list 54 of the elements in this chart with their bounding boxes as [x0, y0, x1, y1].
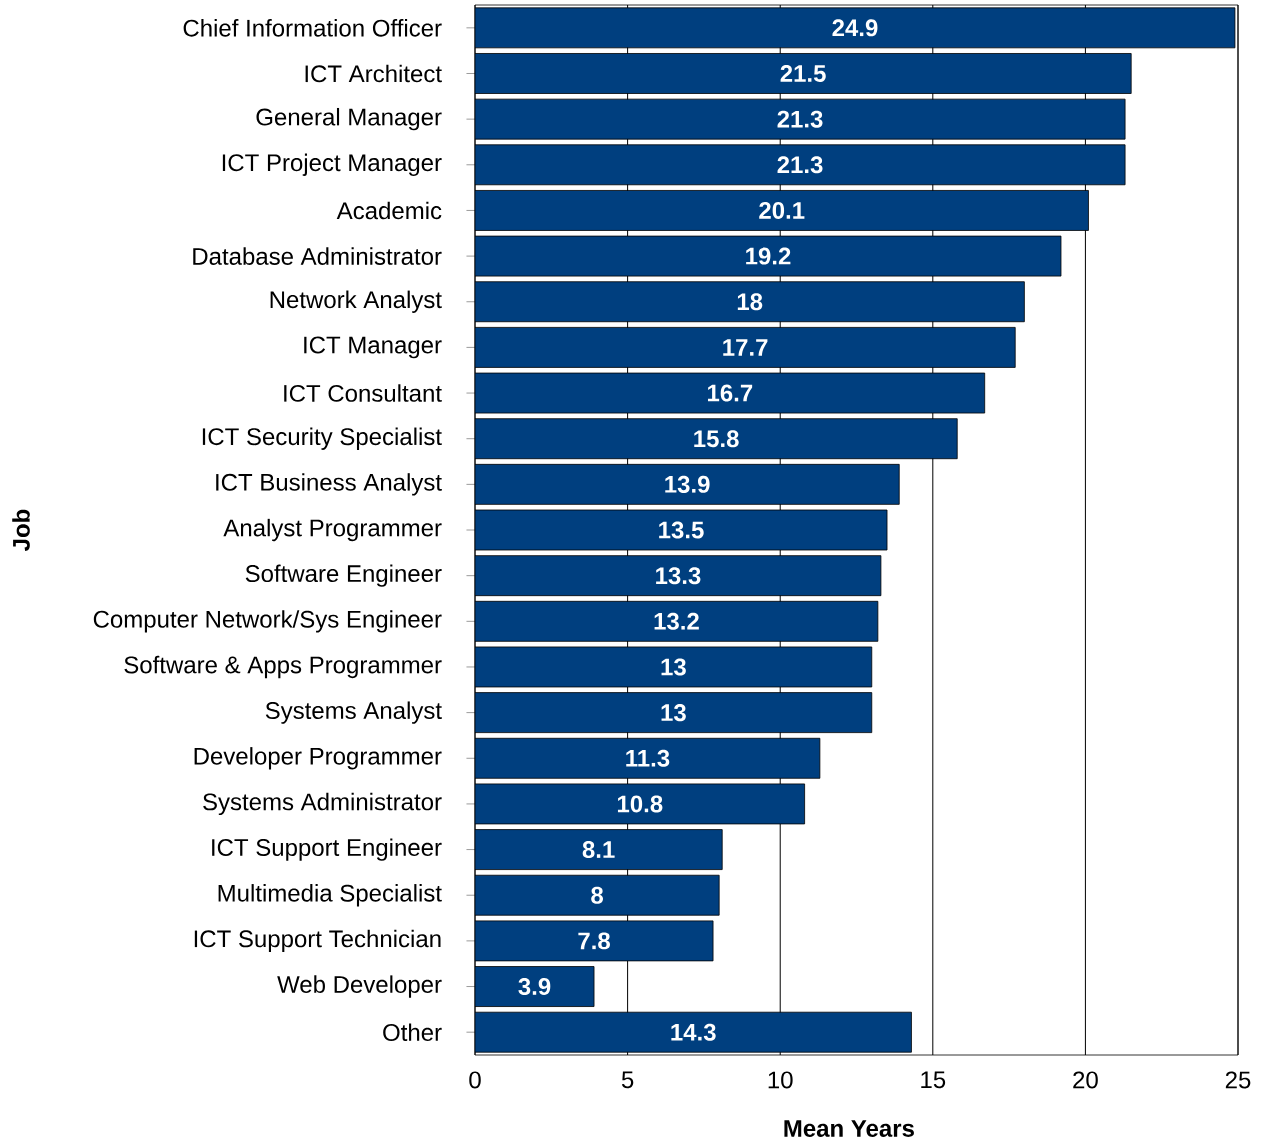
y-tick-label: Software Engineer: [245, 564, 442, 587]
data-label: 7.8: [578, 932, 610, 950]
data-label: 18: [737, 293, 763, 311]
data-label: 21.3: [777, 110, 823, 128]
y-axis-title: Job: [12, 509, 30, 551]
data-label: 13.9: [665, 475, 710, 493]
data-label: 21.3: [777, 156, 823, 174]
data-label: 13.2: [654, 612, 699, 630]
y-tick-label: Academic: [336, 201, 442, 220]
y-tick-label: ICT Manager: [304, 336, 442, 359]
data-label: 21.5: [780, 65, 826, 82]
data-label: 3.9: [518, 978, 551, 996]
data-label: 13.5: [659, 521, 704, 539]
y-tick-label: Chief Information Officer: [183, 19, 442, 37]
data-label: 8: [591, 886, 604, 904]
data-label: 20.1: [759, 201, 805, 219]
x-tick-label: 15: [921, 1071, 946, 1089]
y-tick-label: ICT Business Analyst: [216, 473, 442, 496]
y-tick-label: Database Administrator: [193, 247, 442, 265]
y-tick-label: Software & Apps Programmer: [124, 655, 442, 679]
y-tick-label: Network Analyst: [270, 290, 442, 313]
y-tick-label: Web Developer: [277, 975, 442, 998]
y-tick-label: ICT Architect: [305, 64, 442, 83]
data-label: 24.9: [832, 19, 878, 37]
data-label: 16.7: [708, 384, 753, 402]
y-tick-label: ICT Project Manager: [222, 153, 442, 176]
data-label: 17.7: [723, 339, 768, 356]
data-label: 8.1: [582, 841, 615, 859]
data-label: 13: [661, 704, 686, 722]
x-axis-title: Mean Years: [784, 1120, 914, 1137]
data-label: 15.8: [694, 430, 739, 448]
y-tick-label: ICT Support Engineer: [212, 838, 442, 861]
y-tick-label: Systems Administrator: [203, 792, 442, 816]
data-label: 10.8: [617, 795, 663, 813]
x-tick-label: 5: [621, 1071, 634, 1089]
data-label: 14.3: [671, 1023, 716, 1041]
data-label: 19.2: [746, 247, 791, 265]
x-tick-label: 0: [469, 1071, 481, 1089]
data-label: 13: [661, 658, 686, 676]
y-tick-label: ICT Security Specialist: [202, 427, 442, 450]
y-tick-label: Multimedia Specialist: [218, 884, 442, 907]
y-tick-label: Analyst Programmer: [223, 518, 442, 542]
y-tick-label: Systems Analyst: [265, 701, 442, 724]
x-tick-label: 10: [768, 1071, 793, 1089]
x-tick-label: 25: [1225, 1071, 1251, 1089]
x-tick-label: 20: [1073, 1071, 1098, 1089]
y-tick-label: Developer Programmer: [194, 747, 442, 770]
y-tick-label: ICT Support Technician: [194, 929, 441, 953]
y-tick-label: Other: [383, 1023, 442, 1041]
data-label: 13.3: [656, 567, 701, 585]
y-tick-label: Computer Network/Sys Engineer: [93, 610, 442, 633]
y-tick-label: ICT Consultant: [284, 384, 442, 402]
data-label: 11.3: [626, 749, 670, 767]
y-tick-label: General Manager: [256, 107, 442, 131]
